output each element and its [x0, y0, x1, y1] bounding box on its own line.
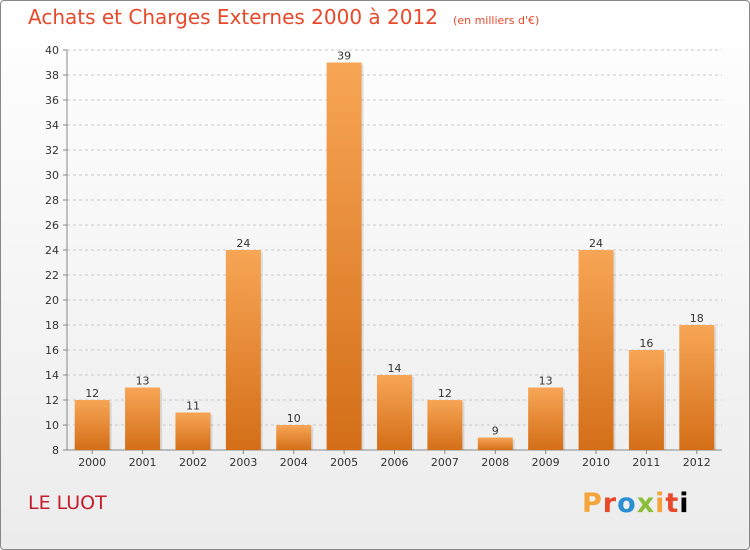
data-label: 11 [186, 400, 200, 413]
bar [225, 250, 261, 450]
bar [679, 325, 715, 450]
data-label: 13 [136, 375, 150, 388]
bars [74, 62, 717, 450]
logo-letter: i [679, 488, 690, 519]
y-tick-label: 40 [45, 44, 59, 57]
y-tick-label: 30 [45, 169, 59, 182]
proxiti-logo[interactable]: Proxiti [582, 488, 690, 519]
x-tick-label: 2006 [381, 456, 409, 469]
bar [175, 412, 211, 450]
logo-letter: P [582, 488, 603, 519]
data-label: 12 [85, 387, 99, 400]
x-tick-label: 2007 [431, 456, 459, 469]
bar [628, 350, 664, 450]
data-label: 14 [388, 362, 402, 375]
bar [125, 387, 161, 450]
bar [477, 437, 513, 450]
data-label: 9 [492, 425, 499, 438]
x-tick-label: 2011 [632, 456, 660, 469]
bar [528, 387, 564, 450]
data-label: 13 [539, 375, 553, 388]
logo-letter: x [636, 488, 656, 519]
data-label: 24 [589, 237, 603, 250]
logo-letter: o [617, 488, 637, 519]
x-tick-label: 2012 [683, 456, 711, 469]
y-tick-label: 28 [45, 194, 59, 207]
data-label: 16 [639, 337, 653, 350]
data-label: 24 [236, 237, 250, 250]
y-tick-label: 32 [45, 144, 59, 157]
chart-subtitle: (en milliers d'€) [453, 14, 540, 27]
bar [377, 375, 412, 450]
bar [276, 425, 312, 450]
logo-letter: t [665, 488, 680, 519]
y-tick-label: 22 [45, 269, 59, 282]
y-tick-label: 26 [45, 219, 59, 232]
bar [326, 62, 362, 450]
y-tick-label: 34 [45, 119, 59, 132]
x-tick-label: 2005 [330, 456, 358, 469]
x-tick-label: 2009 [532, 456, 560, 469]
labels: 8 10 12 14 16 18 20 22 24 26 28 30 32 34 36 38 40 2000 12 2… [45, 44, 711, 469]
y-tick-label: 12 [45, 394, 59, 407]
y-tick-label: 38 [45, 69, 59, 82]
y-tick-label: 18 [45, 319, 59, 332]
data-label: 18 [690, 312, 704, 325]
y-tick-label: 36 [45, 94, 59, 107]
data-label: 39 [337, 50, 351, 63]
data-label: 10 [287, 412, 301, 425]
x-tick-label: 2008 [481, 456, 509, 469]
y-tick-label: 24 [45, 244, 59, 257]
logo-letter: r [602, 488, 618, 519]
chart-title: Achats et Charges Externes 2000 à 2012 [28, 5, 438, 29]
x-tick-label: 2004 [280, 456, 308, 469]
y-tick-label: 20 [45, 294, 59, 307]
data-label: 12 [438, 387, 452, 400]
bar [578, 250, 614, 450]
bar [427, 400, 463, 450]
title-row: Achats et Charges Externes 2000 à 2012 (… [28, 5, 539, 29]
commune-name: LE LUOT [28, 492, 107, 514]
x-tick-label: 2002 [179, 456, 207, 469]
bar [74, 400, 110, 450]
x-tick-label: 2003 [229, 456, 257, 469]
y-tick-label: 10 [45, 419, 59, 432]
x-tick-label: 2001 [129, 456, 157, 469]
y-tick-label: 8 [52, 444, 59, 457]
grid-lines [67, 49, 722, 426]
x-tick-label: 2000 [78, 456, 106, 469]
x-tick-label: 2010 [582, 456, 610, 469]
logo-letter: i [655, 488, 666, 519]
y-tick-label: 16 [45, 344, 59, 357]
y-tick-label: 14 [45, 369, 59, 382]
